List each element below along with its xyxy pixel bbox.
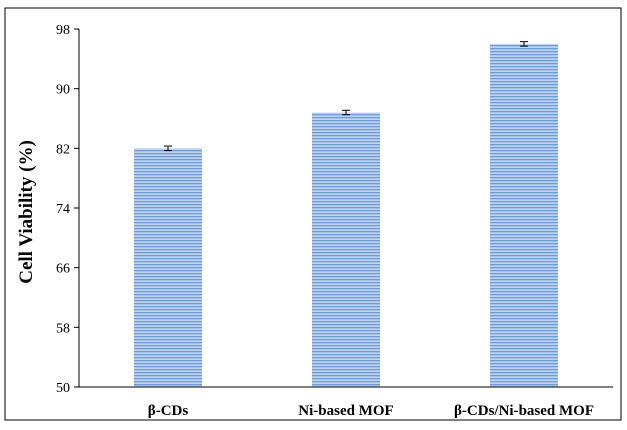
x-category-label: β-CDs [148,403,189,419]
x-category-label: β-CDs/Ni-based MOF [454,403,594,419]
y-tick-label: 74 [56,202,70,217]
x-category-label: Ni-based MOF [298,403,393,419]
y-tick-label: 82 [56,142,70,157]
y-tick-label: 66 [56,262,70,277]
bar [490,43,558,388]
y-tick-label: 98 [56,23,70,38]
chart-frame [4,7,622,421]
plot-area: 50 58 66 74 82 90 98 β-CDs Ni-based MOF β-CDs/Ni-… [56,23,613,419]
y-tick-label: 50 [56,381,70,396]
bar [312,112,380,388]
bar [134,148,202,387]
y-tick-label: 58 [56,321,70,336]
y-axis-title: Cell Viability (%) [16,140,37,284]
y-tick-label: 90 [56,83,70,98]
